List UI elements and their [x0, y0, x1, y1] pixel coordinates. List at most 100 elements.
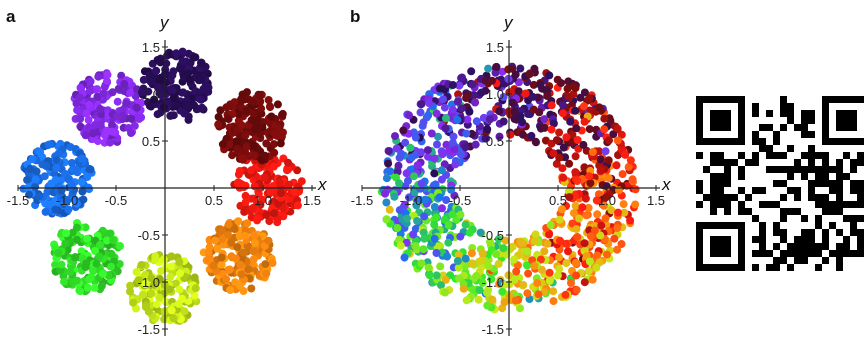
x-tick-label: -0.5 — [105, 193, 127, 208]
data-point — [457, 150, 465, 159]
data-point — [546, 221, 555, 229]
data-point — [478, 255, 487, 264]
data-point — [498, 287, 507, 296]
data-point — [247, 284, 256, 293]
data-point — [197, 74, 206, 83]
data-point — [469, 91, 478, 100]
data-point — [508, 98, 517, 107]
data-point — [606, 116, 615, 125]
data-point — [453, 97, 462, 106]
data-point — [175, 285, 184, 294]
panel-b-y-axis-label: y — [503, 13, 514, 32]
data-point — [601, 193, 610, 202]
data-point — [147, 274, 156, 282]
data-point — [235, 281, 244, 290]
data-point — [248, 151, 257, 160]
data-point — [572, 286, 581, 294]
data-point — [396, 241, 405, 250]
data-point — [417, 179, 426, 188]
data-point — [85, 123, 93, 132]
data-point — [242, 142, 251, 151]
data-point — [264, 236, 273, 245]
data-point — [619, 200, 628, 209]
data-point — [421, 195, 429, 204]
data-point — [31, 175, 40, 184]
data-point — [537, 265, 546, 274]
data-point — [504, 74, 513, 83]
data-point — [420, 234, 429, 243]
data-point — [247, 116, 256, 125]
data-point — [582, 146, 591, 155]
data-point — [590, 226, 599, 235]
data-point — [417, 100, 426, 109]
data-point — [617, 240, 626, 248]
data-point — [86, 165, 95, 174]
data-point — [518, 130, 527, 139]
data-point — [494, 235, 503, 244]
data-point — [157, 266, 166, 275]
data-point — [214, 113, 223, 121]
data-point — [568, 130, 577, 139]
data-point — [270, 148, 279, 157]
data-point — [455, 274, 464, 283]
data-point — [67, 159, 76, 167]
data-point — [251, 239, 259, 247]
data-point — [113, 97, 122, 106]
data-point — [472, 117, 481, 126]
data-point — [626, 156, 635, 165]
data-point — [483, 301, 492, 310]
data-point — [249, 141, 258, 150]
data-point — [467, 249, 476, 258]
data-point — [579, 140, 588, 149]
data-point — [204, 248, 213, 257]
data-point — [191, 284, 200, 293]
data-point — [561, 290, 570, 299]
data-point — [431, 180, 440, 189]
data-point — [84, 115, 93, 124]
data-point — [571, 201, 580, 210]
data-point — [95, 252, 104, 261]
data-point — [273, 100, 282, 109]
data-point — [419, 118, 428, 127]
data-point — [76, 287, 84, 296]
data-point — [484, 64, 493, 73]
qr-code-icon — [690, 90, 864, 277]
data-point — [492, 62, 501, 71]
data-point — [484, 262, 493, 271]
x-tick-label: 1.5 — [647, 193, 665, 208]
data-point — [586, 179, 595, 188]
data-point — [430, 220, 439, 229]
data-point — [250, 231, 259, 240]
data-point — [558, 109, 567, 118]
data-point — [531, 137, 540, 146]
data-point — [381, 189, 390, 198]
x-tick-label: 0.5 — [205, 193, 223, 208]
data-point — [382, 198, 391, 207]
data-point — [453, 115, 462, 124]
data-point — [243, 219, 252, 228]
data-point — [241, 181, 250, 190]
data-point — [465, 107, 474, 116]
data-point — [475, 286, 484, 295]
data-point — [604, 174, 613, 183]
data-point — [474, 295, 483, 304]
data-point — [514, 78, 523, 87]
data-point — [501, 236, 510, 245]
data-point — [126, 287, 134, 296]
data-point — [436, 262, 445, 271]
data-point — [468, 259, 477, 268]
data-point — [432, 271, 441, 280]
data-point — [405, 111, 413, 120]
data-point — [83, 283, 92, 292]
data-point — [117, 71, 126, 80]
data-point — [395, 179, 404, 188]
data-point — [252, 125, 261, 134]
data-point — [530, 64, 539, 73]
data-point — [28, 155, 37, 164]
data-point — [93, 85, 102, 94]
data-point — [217, 260, 226, 269]
data-point — [409, 230, 418, 239]
data-point — [159, 255, 168, 264]
data-point — [168, 86, 177, 95]
data-point — [488, 76, 496, 85]
